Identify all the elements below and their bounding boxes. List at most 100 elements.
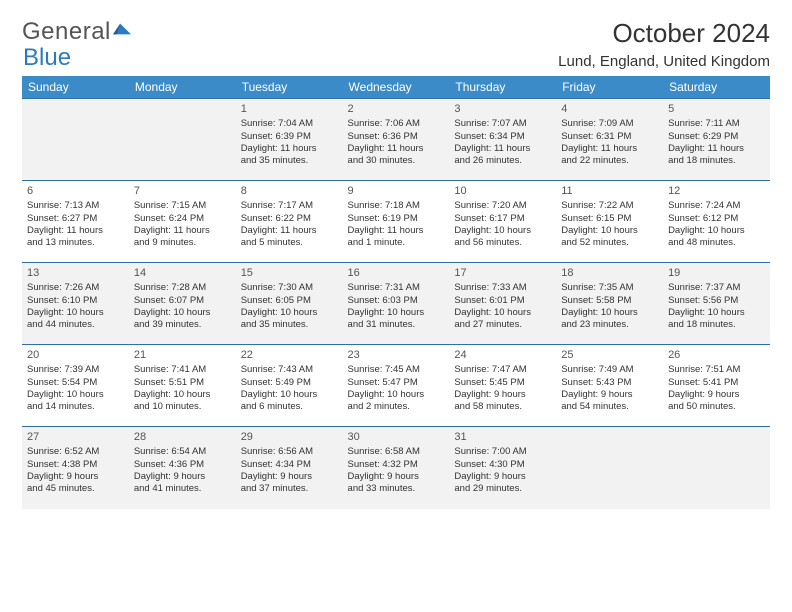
cell-text: Sunset: 6:01 PM [454,295,551,307]
cell-text: Sunset: 6:27 PM [27,213,124,225]
calendar-cell: 14Sunrise: 7:28 AMSunset: 6:07 PMDayligh… [129,263,236,345]
cell-text: and 39 minutes. [134,319,231,331]
cell-text: and 56 minutes. [454,237,551,249]
cell-text: and 31 minutes. [348,319,445,331]
cell-text: Daylight: 11 hours [27,225,124,237]
calendar-cell: 3Sunrise: 7:07 AMSunset: 6:34 PMDaylight… [449,99,556,181]
weekday-header: Monday [129,76,236,99]
cell-text: Sunrise: 7:35 AM [561,282,658,294]
cell-text: and 35 minutes. [241,319,338,331]
calendar-cell: 25 Sunrise: 7:49 AMSunset: 5:43 PMDayligh… [556,345,663,427]
weekday-header: Saturday [663,76,770,99]
day-number: 26 [668,348,765,362]
calendar-cell: 7Sunrise: 7:15 AMSunset: 6:24 PMDaylight… [129,181,236,263]
cell-text: and 54 minutes. [561,401,658,413]
day-number: 10 [454,184,551,198]
cell-text: Sunset: 5:47 PM [348,377,445,389]
cell-text: Daylight: 10 hours [27,307,124,319]
day-number: 24 [454,348,551,362]
day-number: 5 [668,102,765,116]
cell-text: Daylight: 9 hours [454,471,551,483]
cell-text: Daylight: 10 hours [241,307,338,319]
day-number: 9 [348,184,445,198]
weekday-header: Wednesday [343,76,450,99]
cell-text: and 37 minutes. [241,483,338,495]
day-number: 12 [668,184,765,198]
calendar-cell: 26Sunrise: 7:51 AMSunset: 5:41 PMDayligh… [663,345,770,427]
cell-text: Daylight: 11 hours [134,225,231,237]
day-number: 27 [27,430,124,444]
cell-text: Daylight: 10 hours [668,307,765,319]
cell-text: Sunset: 5:41 PM [668,377,765,389]
day-number: 25 [561,348,658,362]
cell-text: Sunrise: 7:49 AM [561,364,658,376]
cell-text: Sunrise: 7:20 AM [454,200,551,212]
cell-text: and 14 minutes. [27,401,124,413]
cell-text: and 23 minutes. [561,319,658,331]
day-number: 21 [134,348,231,362]
cell-text: Daylight: 11 hours [348,225,445,237]
calendar-cell [663,427,770,509]
cell-text: Daylight: 9 hours [561,389,658,401]
cell-text: Sunrise: 7:37 AM [668,282,765,294]
cell-text: Sunrise: 6:52 AM [27,446,124,458]
calendar-cell: 18Sunrise: 7:35 AMSunset: 5:58 PMDayligh… [556,263,663,345]
cell-text: Sunrise: 7:07 AM [454,118,551,130]
cell-text: Daylight: 9 hours [454,389,551,401]
cell-text: Daylight: 11 hours [668,143,765,155]
calendar-week-row: 13Sunrise: 7:26 AMSunset: 6:10 PMDayligh… [22,263,770,345]
cell-text: Sunrise: 7:22 AM [561,200,658,212]
day-number: 2 [348,102,445,116]
day-number: 4 [561,102,658,116]
cell-text: Daylight: 10 hours [134,307,231,319]
calendar-cell: 22Sunrise: 7:43 AMSunset: 5:49 PMDayligh… [236,345,343,427]
cell-text: Sunrise: 7:00 AM [454,446,551,458]
cell-text: Sunset: 6:29 PM [668,131,765,143]
cell-text: and 52 minutes. [561,237,658,249]
cell-text: and 58 minutes. [454,401,551,413]
cell-text: and 44 minutes. [27,319,124,331]
cell-text: Sunset: 5:51 PM [134,377,231,389]
month-title: October 2024 [558,18,770,49]
calendar-cell: 21Sunrise: 7:41 AMSunset: 5:51 PMDayligh… [129,345,236,427]
day-number: 3 [454,102,551,116]
day-number: 31 [454,430,551,444]
calendar-cell [129,99,236,181]
cell-text: Daylight: 9 hours [241,471,338,483]
calendar-cell: 24Sunrise: 7:47 AMSunset: 5:45 PMDayligh… [449,345,556,427]
day-number: 17 [454,266,551,280]
cell-text: Sunrise: 7:04 AM [241,118,338,130]
cell-text: Sunrise: 7:11 AM [668,118,765,130]
cell-text: and 18 minutes. [668,319,765,331]
cell-text: Sunset: 5:45 PM [454,377,551,389]
cell-text: Sunset: 5:43 PM [561,377,658,389]
cell-text: Sunrise: 7:45 AM [348,364,445,376]
cell-text: Sunset: 4:30 PM [454,459,551,471]
calendar-body: 1Sunrise: 7:04 AMSunset: 6:39 PMDaylight… [22,99,770,509]
cell-text: Sunset: 5:54 PM [27,377,124,389]
calendar-cell: 15Sunrise: 7:30 AMSunset: 6:05 PMDayligh… [236,263,343,345]
header: General October 2024 Lund, England, Unit… [22,18,770,70]
calendar-week-row: 20Sunrise: 7:39 AMSunset: 5:54 PMDayligh… [22,345,770,427]
logo: General [22,18,131,46]
cell-text: Sunset: 6:12 PM [668,213,765,225]
cell-text: and 2 minutes. [348,401,445,413]
cell-text: Sunset: 6:34 PM [454,131,551,143]
weekday-header: Sunday [22,76,129,99]
calendar-cell: 2Sunrise: 7:06 AMSunset: 6:36 PMDaylight… [343,99,450,181]
cell-text: and 22 minutes. [561,155,658,167]
calendar-cell: 11Sunrise: 7:22 AMSunset: 6:15 PMDayligh… [556,181,663,263]
calendar-cell: 12Sunrise: 7:24 AMSunset: 6:12 PMDayligh… [663,181,770,263]
cell-text: Sunrise: 7:39 AM [27,364,124,376]
day-number: 18 [561,266,658,280]
cell-text: Sunrise: 6:56 AM [241,446,338,458]
cell-text: Daylight: 10 hours [561,307,658,319]
cell-text: Daylight: 10 hours [668,225,765,237]
cell-text: Sunrise: 7:43 AM [241,364,338,376]
weekday-header: Friday [556,76,663,99]
day-number: 29 [241,430,338,444]
cell-text: Sunrise: 7:26 AM [27,282,124,294]
cell-text: Sunset: 6:36 PM [348,131,445,143]
cell-text: Sunset: 6:07 PM [134,295,231,307]
cell-text: and 13 minutes. [27,237,124,249]
